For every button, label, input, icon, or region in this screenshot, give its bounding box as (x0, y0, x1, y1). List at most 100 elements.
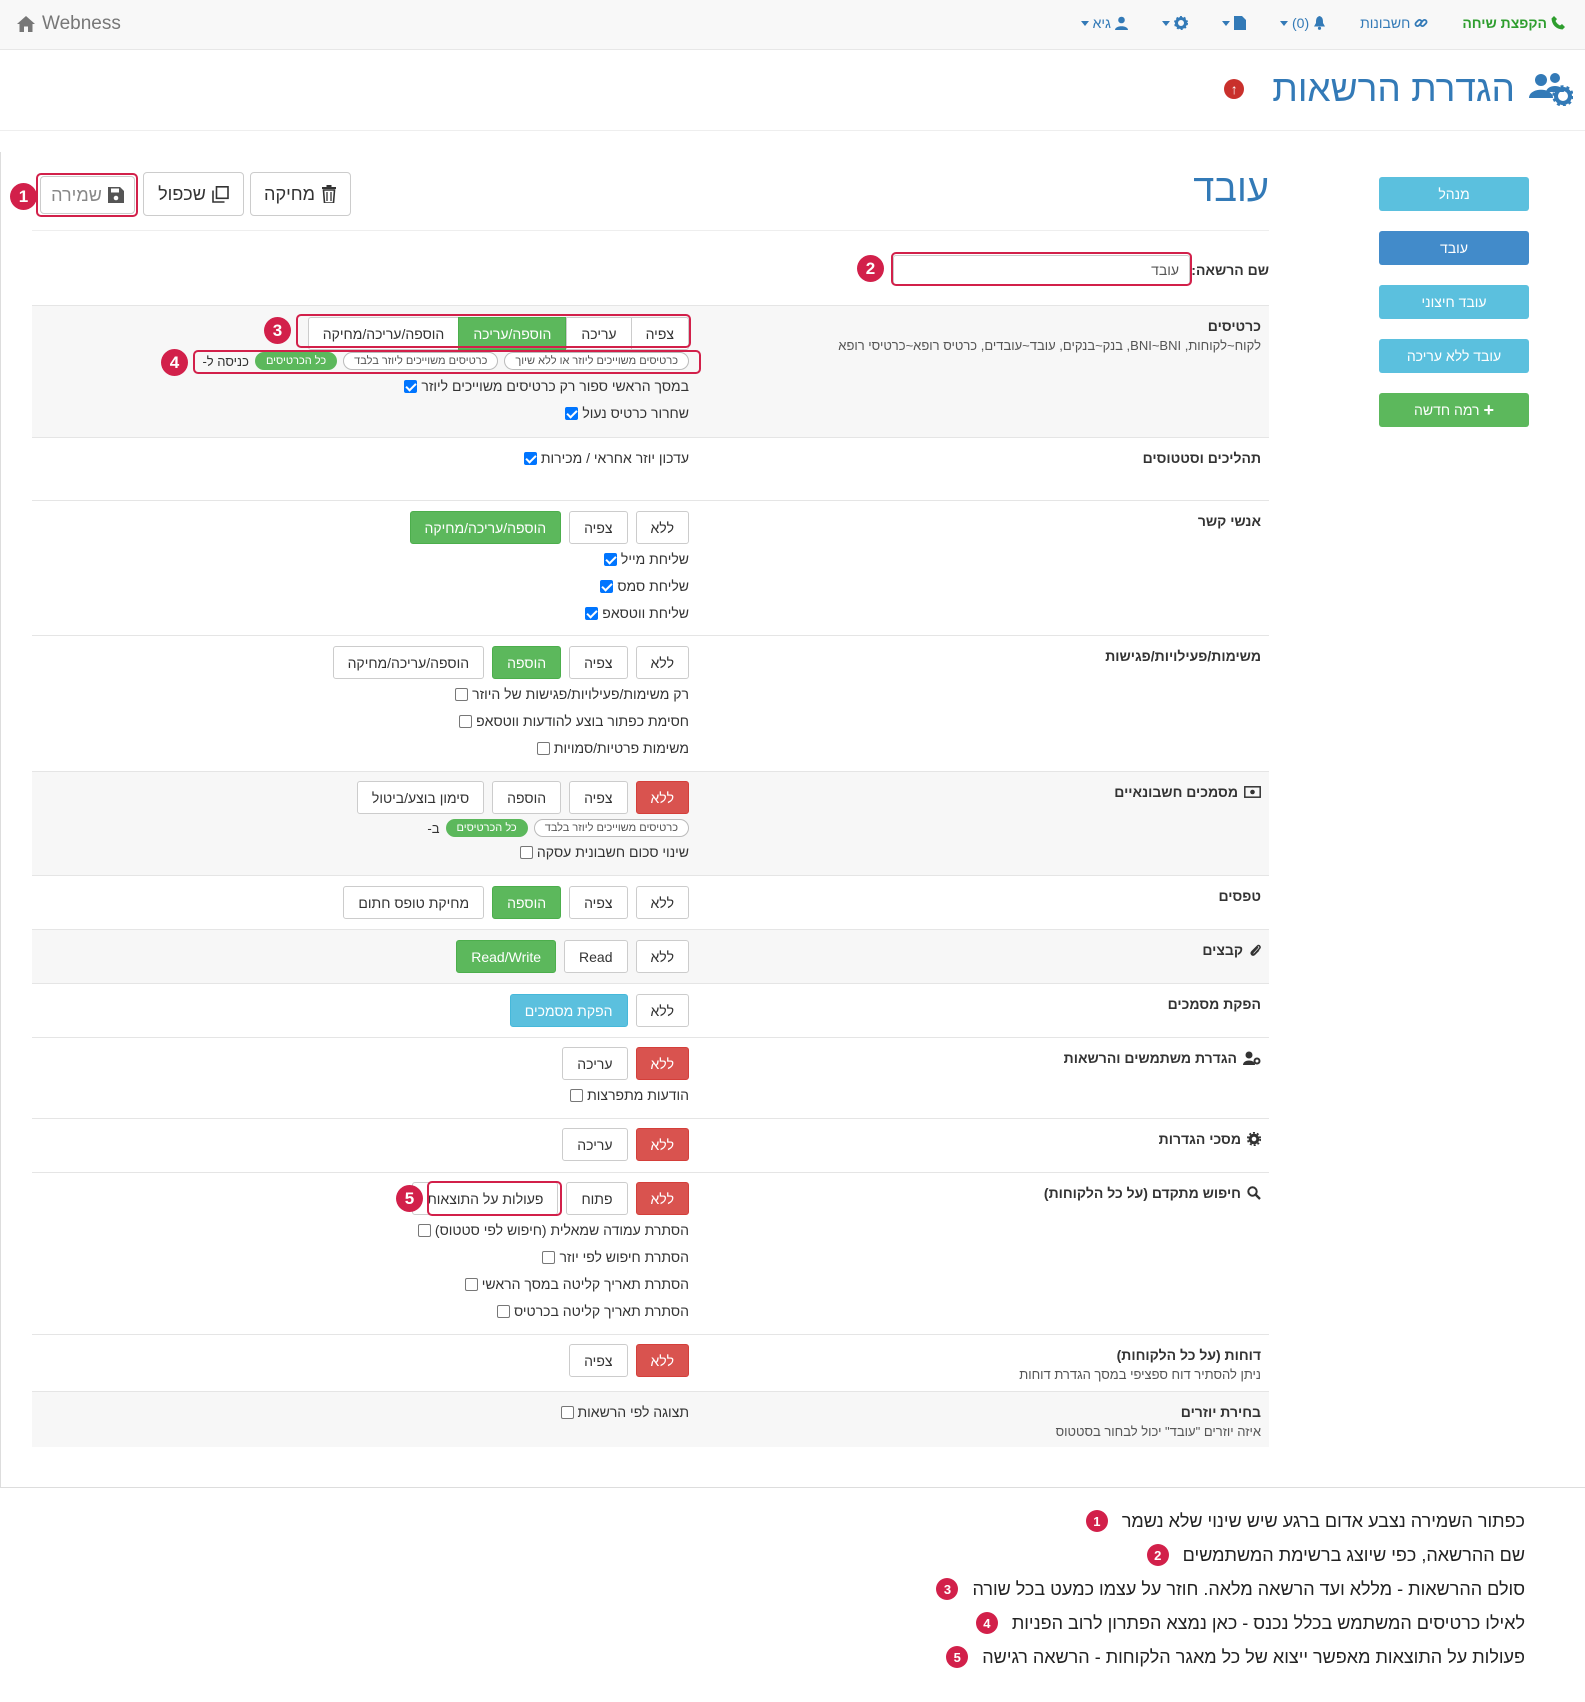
users-edit-button[interactable]: עריכה (562, 1047, 628, 1080)
checkbox-label: חסימת כפתור בוצע להודעות ווטסאפ (476, 713, 689, 729)
checkbox-row[interactable]: הסתרת חיפוש לפי יוזר (542, 1249, 689, 1265)
brand[interactable]: Webness (16, 13, 121, 35)
checkbox-label: תצוגה לפי הרשאות (577, 1404, 690, 1420)
save-button[interactable]: שמירה (40, 176, 135, 214)
cards-add-edit-button[interactable]: הוספה/עריכה (458, 317, 567, 350)
cards-view-button[interactable]: צפיה (630, 317, 689, 350)
checkbox[interactable] (585, 606, 599, 620)
checkbox[interactable] (603, 552, 617, 566)
users-none-button[interactable]: ללא (635, 1047, 689, 1080)
checkbox[interactable] (523, 451, 537, 465)
checkbox-row[interactable]: הסתרת תאריך קליטה בכרטיס (497, 1303, 689, 1319)
checkbox[interactable] (497, 1304, 511, 1318)
search-none-button[interactable]: ללא (635, 1182, 689, 1215)
pill-all-cards[interactable]: כל הכרטיסים (254, 352, 338, 370)
checkbox[interactable] (542, 1250, 556, 1264)
checkbox[interactable] (570, 1088, 584, 1102)
reports-none-button[interactable]: ללא (635, 1344, 689, 1377)
reports-view-button[interactable]: צפיה (569, 1344, 628, 1377)
forms-add-button[interactable]: הוספה (492, 886, 562, 919)
new-role-button[interactable]: + רמה חדשה (1379, 393, 1529, 427)
tasks-view-button[interactable]: צפיה (569, 646, 628, 679)
settings-menu[interactable] (1161, 15, 1188, 31)
contacts-full-button[interactable]: הוספה/עריכה/מחיקה (409, 511, 562, 544)
pill-user-or-unassigned[interactable]: כרטיסים משוייכים ליוזר או ללא שיוך (504, 352, 689, 370)
bell-icon (1314, 16, 1326, 30)
files-read-write-button[interactable]: Read/Write (456, 940, 557, 973)
forms-delete-signed-button[interactable]: מחיקת טופס חתום (343, 886, 485, 919)
docs-generate-button[interactable]: הפקת מסמכים (509, 994, 628, 1027)
checkbox-row[interactable]: שחרור כרטיס נעול (565, 405, 689, 421)
forms-view-button[interactable]: צפיה (569, 886, 628, 919)
checkbox-label: הסתרת חיפוש לפי יוזר (559, 1249, 689, 1265)
pill-all-cards[interactable]: כל הכרטיסים (445, 819, 528, 837)
checkbox-row[interactable]: רק משימות/פעילויות/פגישות של היוזר (455, 686, 689, 702)
files-read-button[interactable]: Read (564, 940, 628, 973)
search-open-button[interactable]: פתוח (566, 1182, 628, 1215)
settings-none-button[interactable]: ללא (635, 1128, 689, 1161)
checkbox[interactable] (404, 379, 418, 393)
checkbox[interactable] (464, 1277, 478, 1291)
docs-none-button[interactable]: ללא (635, 994, 689, 1027)
chevron-down-icon (1279, 20, 1288, 26)
finance-view-button[interactable]: צפיה (569, 781, 628, 814)
forms-none-button[interactable]: ללא (635, 886, 689, 919)
checkbox[interactable] (600, 579, 614, 593)
role-button-manager[interactable]: מנהל (1379, 177, 1529, 211)
pill-user-cards-only[interactable]: כרטיסים משוייכים ליוזר בלבד (343, 352, 499, 370)
copy-icon (212, 185, 229, 203)
tasks-none-button[interactable]: ללא (635, 646, 689, 679)
call-popup-link[interactable]: הקפצת שיחה (1462, 15, 1565, 31)
checkbox[interactable] (565, 406, 579, 420)
finance-add-button[interactable]: הוספה (492, 781, 562, 814)
duplicate-button[interactable]: שכפול (143, 172, 244, 216)
marker-3: 3 (264, 317, 291, 344)
section-title: מסכי הגדרות (1159, 1131, 1261, 1147)
finance-mark-done-button[interactable]: סימון בוצע/ביטול (356, 781, 485, 814)
user-menu[interactable]: גיא (1080, 15, 1128, 31)
checkbox-row[interactable]: חסימת כפתור בוצע להודעות ווטסאפ (459, 713, 689, 729)
notifications-menu[interactable]: (0) (1279, 15, 1326, 31)
cards-add-edit-delete-button[interactable]: הוספה/עריכה/מחיקה (307, 317, 459, 350)
role-button-employee[interactable]: עובד (1379, 231, 1529, 265)
finance-none-button[interactable]: ללא (635, 781, 689, 814)
checkbox-row[interactable]: הסתרת עמודה שמאלית (חיפוש לפי סטטוס) (417, 1222, 689, 1238)
checkbox-row[interactable]: שליחת ווטסאפ (585, 605, 689, 621)
checkbox-row[interactable]: הודעות מתפרצות (570, 1087, 689, 1103)
role-button-employee-no-edit[interactable]: עובד ללא עריכה (1379, 339, 1529, 373)
checkbox-row[interactable]: משימות פרטיות/סמויות (536, 740, 689, 756)
contacts-none-button[interactable]: ללא (635, 511, 689, 544)
checkbox-row[interactable]: במסך הראשי ספור רק כרטיסים משוייכים ליוז… (404, 378, 689, 394)
checkbox[interactable] (417, 1223, 431, 1237)
section-title-text: מסכי הגדרות (1158, 1131, 1241, 1147)
divider (0, 1487, 1585, 1488)
cards-edit-button[interactable]: עריכה (566, 317, 631, 350)
checkbox[interactable] (455, 687, 469, 701)
checkbox[interactable] (536, 741, 550, 755)
delete-button[interactable]: מחיקה (250, 172, 351, 216)
marker-5: 5 (396, 1185, 423, 1212)
checkbox[interactable] (459, 714, 473, 728)
checkbox-row[interactable]: עדכון יוזר אחראי / מכירות (523, 450, 689, 466)
section-user-selection: בחירת יוזרים איזה יוזרים "עובד" יכול לבח… (32, 1391, 1269, 1447)
documents-menu[interactable] (1221, 15, 1246, 31)
files-none-button[interactable]: ללא (635, 940, 689, 973)
tasks-add-button[interactable]: הוספה (492, 646, 562, 679)
search-icon (1247, 1186, 1261, 1200)
accounts-link[interactable]: חשבונות (1360, 15, 1428, 31)
arrow-up-icon[interactable]: ↑ (1224, 79, 1245, 99)
checkbox-row[interactable]: שליחת סמס (600, 578, 689, 594)
checkbox-row[interactable]: הסתרת תאריך קליטה במסך הראשי (464, 1276, 689, 1292)
chevron-down-icon (1161, 20, 1170, 26)
contacts-view-button[interactable]: צפיה (569, 511, 628, 544)
role-button-external-employee[interactable]: עובד חיצוני (1379, 285, 1529, 319)
checkbox[interactable] (560, 1405, 574, 1419)
pill-user-cards-only[interactable]: כרטיסים משוייכים ליוזר בלבד (533, 819, 689, 837)
tasks-full-button[interactable]: הוספה/עריכה/מחיקה (332, 646, 485, 679)
settings-edit-button[interactable]: עריכה (562, 1128, 628, 1161)
checkbox[interactable] (519, 845, 533, 859)
checkbox-row[interactable]: תצוגה לפי הרשאות (560, 1404, 690, 1420)
checkbox-row[interactable]: שליחת מייל (603, 551, 689, 567)
checkbox-row[interactable]: שינוי סכום חשבונית עסקה (519, 844, 689, 860)
annotation-text: פעולות על התוצאות מאפשר ייצוא של כל מאגר… (982, 1646, 1525, 1667)
